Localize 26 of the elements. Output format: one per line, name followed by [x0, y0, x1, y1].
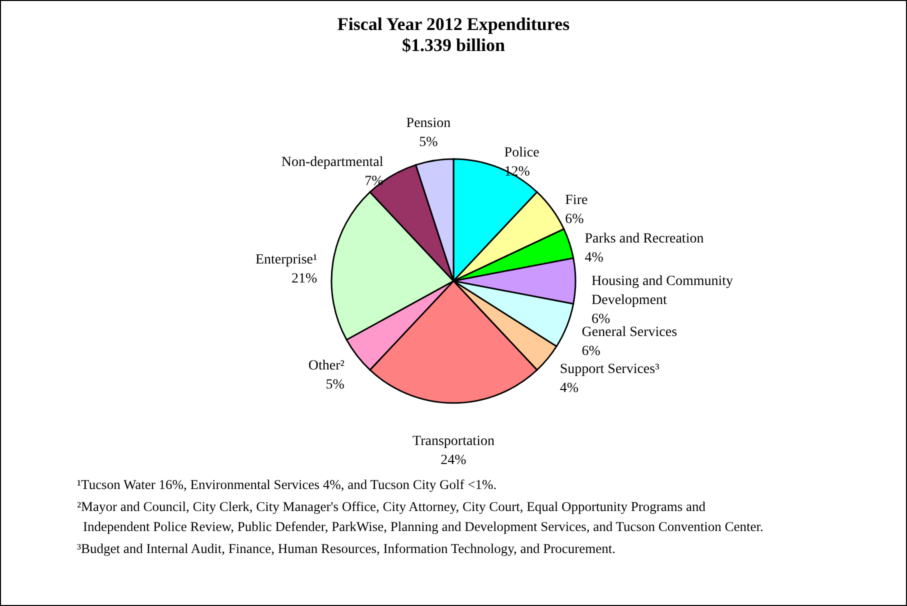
data-label: 4%: [584, 250, 604, 266]
data-label: 6%: [592, 312, 610, 327]
text: ¹Tucson Water 16%, Environmental Services 4%, and Tucson City Golf <1%.: [77, 476, 498, 494]
chart-title: Fiscal Year 2012 Expenditures: [337, 14, 570, 34]
data-label: 6%: [565, 212, 584, 227]
slice-label: Pension: [406, 116, 451, 131]
data-label: 5%: [326, 378, 345, 393]
slice-label: Police: [504, 146, 540, 161]
slice-label: Parks and Recreation: [584, 231, 704, 246]
slice-label: Non-departmental: [281, 155, 384, 170]
slice-label: Other²: [308, 358, 344, 374]
slice-label: Housing and Community Development: [592, 274, 734, 308]
chart-subtitle: $1.339 billion: [402, 35, 506, 55]
slice-label: Support Services³: [560, 362, 660, 377]
slice-label: Enterprise¹: [255, 252, 318, 268]
text: ²Mayor and Council, City Clerk, City Manager's Office, City Attorney, City Court, Equal Opportunity Programs and Independent Police Review, Public Defender, ParkWise, Planning and Development Services, and Tucson Convention Center.: [77, 498, 764, 536]
slice-label: Transportation: [412, 434, 494, 449]
data-label: 6%: [582, 344, 601, 359]
data-label: 4%: [560, 380, 579, 396]
data-label: 24%: [440, 453, 467, 468]
data-label: 5%: [419, 134, 438, 150]
data-label: 21%: [292, 271, 318, 286]
text: ³Budget and Internal Audit, Finance, Human Resources, Information Technology, and Procurement.: [77, 540, 616, 558]
data-label: 7%: [364, 174, 384, 190]
slice-label: Fire: [565, 192, 588, 208]
slice-label: General Services: [582, 324, 678, 340]
